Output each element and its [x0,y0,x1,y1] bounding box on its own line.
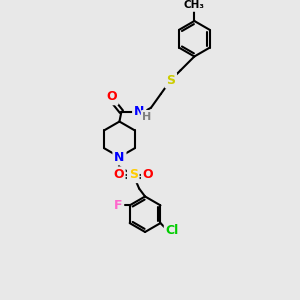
Text: O: O [113,168,124,181]
Text: S: S [166,74,175,87]
Text: S: S [129,168,138,181]
Text: N: N [134,105,144,118]
Text: H: H [142,112,152,122]
Text: O: O [143,168,153,181]
Text: N: N [114,151,124,164]
Text: CH₃: CH₃ [184,0,205,10]
Text: F: F [114,199,122,212]
Text: F: F [113,196,122,209]
Text: Cl: Cl [166,224,179,238]
Text: O: O [106,90,117,104]
